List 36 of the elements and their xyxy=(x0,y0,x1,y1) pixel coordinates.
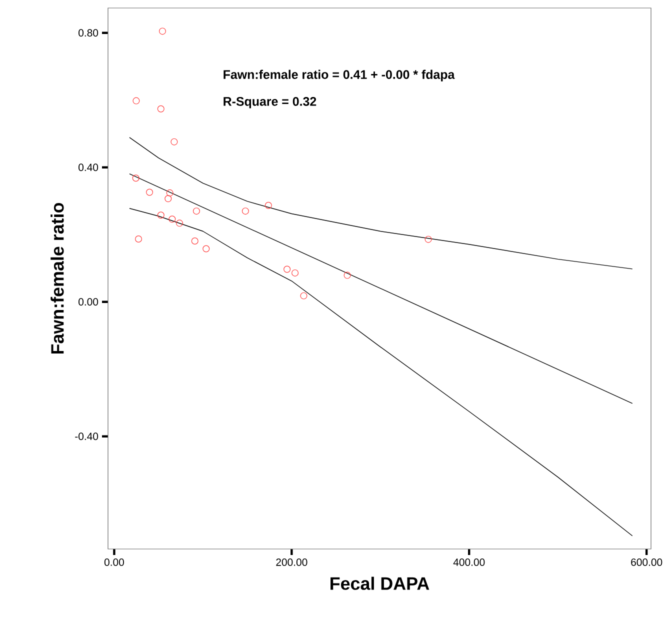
line-series xyxy=(129,137,633,270)
point xyxy=(157,105,164,112)
y-tick-label: 0.00 xyxy=(78,298,98,306)
x-axis-title: Fecal DAPA xyxy=(330,576,430,590)
y-tick-label: 0.40 xyxy=(78,164,98,172)
annotation: R-Square = 0.32 xyxy=(224,97,316,108)
y-tick-label: 0.80 xyxy=(78,29,98,37)
point xyxy=(166,189,174,196)
y-tick-label: -0.40 xyxy=(75,432,98,440)
point xyxy=(292,269,299,276)
point xyxy=(202,245,210,252)
point xyxy=(284,266,291,273)
point xyxy=(157,212,164,219)
point xyxy=(132,97,140,104)
x-tick-label: 200.00 xyxy=(276,558,308,566)
point xyxy=(135,235,142,242)
point xyxy=(242,208,249,215)
point xyxy=(176,220,184,227)
line-series xyxy=(129,208,633,536)
point xyxy=(344,272,351,279)
x-tick-label: 0.00 xyxy=(104,558,124,566)
x-tick-label: 400.00 xyxy=(453,558,485,566)
point xyxy=(192,208,200,215)
point xyxy=(132,174,140,182)
point xyxy=(264,202,272,209)
point xyxy=(191,238,198,245)
y-axis-title: Fawn:female ratio xyxy=(50,202,64,354)
annotation: Fawn:female ratio = 0.41 + -0.00 * fdapa xyxy=(224,70,455,82)
point xyxy=(164,195,172,202)
point xyxy=(300,292,308,300)
x-tick-label: 600.00 xyxy=(631,558,662,566)
point xyxy=(170,138,178,146)
point xyxy=(146,188,154,196)
point xyxy=(424,236,432,243)
point xyxy=(158,28,166,35)
point xyxy=(168,216,176,223)
